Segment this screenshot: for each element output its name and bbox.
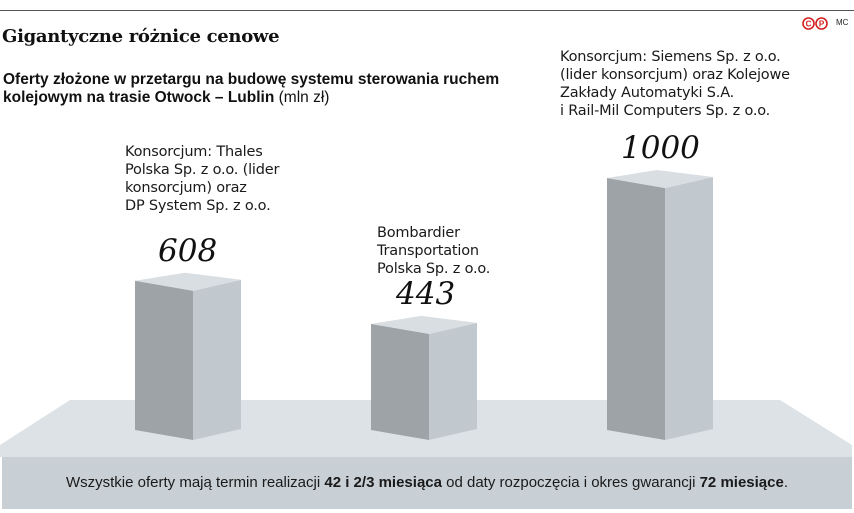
category-label-line: konsorcjum) oraz [125,179,247,196]
category-label-line: Bombardier [377,224,460,241]
bar-front-2 [371,323,429,440]
bar-value-label-3: 1000 [621,130,700,166]
category-label-line: Konsorcjum: Thales [125,143,263,160]
category-label-line: Zakłady Automatyki S.A. [560,85,735,101]
category-label-line: (lider konsorcjum) oraz Kolejowe [560,67,790,83]
bar-category-label-1: Konsorcjum: Thales Polska Sp. z o.o. (lid… [125,143,279,215]
bar-front-1 [135,280,193,440]
subtitle-unit: (mln zł) [274,89,330,106]
bar-category-label-3: Konsorcjum: Siemens Sp. z o.o. (lider kon… [560,48,790,120]
chart-subtitle: Oferty złożone w przetargu na budowę sys… [3,71,503,107]
svg-text:C: C [806,20,812,29]
subtitle-text: Oferty złożone w przetargu na budowę sys… [3,71,500,106]
bar-side-3 [665,177,713,440]
bar-top-1 [135,272,241,291]
footer-text-2: od daty rozpoczęcia i okres gwarancji [441,474,700,491]
publisher-logo-icon: C P [802,17,828,30]
category-label-line: Polska Sp. z o.o. (lider [125,161,280,178]
footer-text-1: Wszystkie oferty mają termin realizacji [65,474,325,491]
bar-value-label-1: 608 [158,232,218,269]
category-label-line: i Rail-Mil Computers Sp. z o.o. [560,103,771,119]
top-rule [0,10,854,11]
bar-side-1 [193,279,241,440]
svg-text:P: P [819,20,825,29]
bar-top-2 [371,315,477,334]
bar-value-label-2: 443 [396,275,456,312]
footer-note: Wszystkie oferty mają termin realizacji … [2,457,852,509]
bar-side-2 [429,322,477,440]
category-label-line: Transportation [377,242,479,259]
bar-front-3 [607,178,665,440]
bar-top-3 [607,170,713,188]
chart-title: Gigantyczne różnice cenowe [2,26,280,47]
footer-warranty: 72 miesiące [699,474,784,491]
author-credit: MC [836,18,849,27]
footer-text-3: . [783,474,789,491]
bar-category-label-2: Bombardier Transportation Polska Sp. z o.o… [377,224,490,278]
footer-duration: 42 i 2/3 miesiąca [324,474,442,491]
category-label-line: DP System Sp. z o.o. [125,197,271,214]
category-label-line: Polska Sp. z o.o. [377,260,491,277]
category-label-line: Konsorcjum: Siemens Sp. z o.o. [560,49,781,65]
